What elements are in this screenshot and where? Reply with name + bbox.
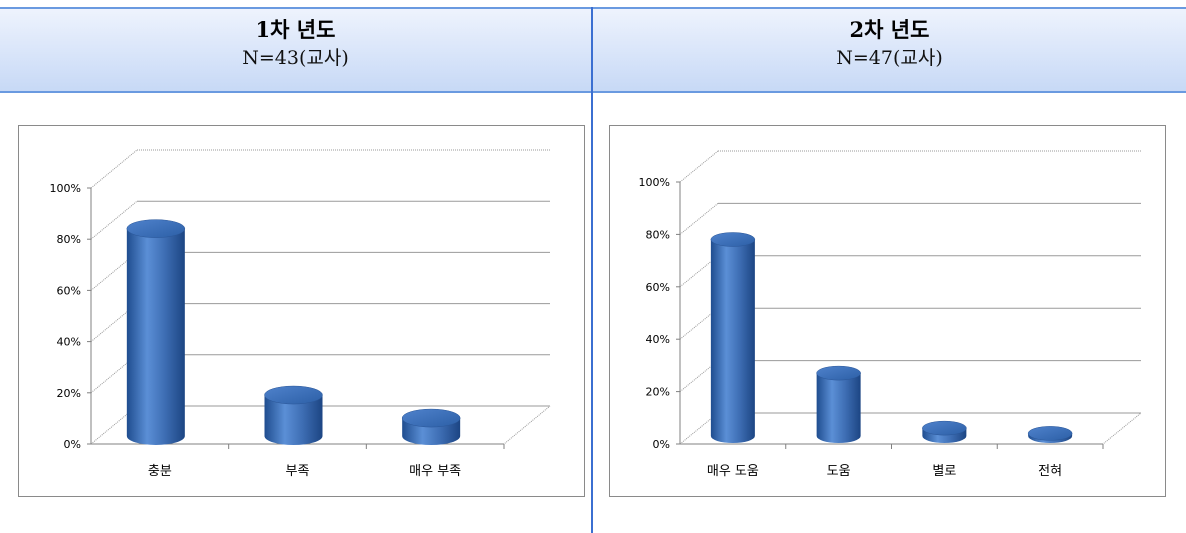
y-tick-label: 20% xyxy=(646,386,670,399)
y-tick-label: 40% xyxy=(646,333,670,346)
chart-year2: 0% 20% 40% 60% 80% 100% 매우 도움 도움 별로 전혀 xyxy=(609,125,1166,497)
y-tick-label: 40% xyxy=(57,336,81,349)
bar xyxy=(816,365,861,444)
bar xyxy=(401,408,461,446)
header-cell-year1: 1차 년도 N=43(교사) xyxy=(0,9,591,91)
chart-year2-svg: 0% 20% 40% 60% 80% 100% 매우 도움 도움 별로 전혀 xyxy=(639,150,1142,479)
chart-year1-svg: 0% 20% 40% 60% 80% 100% 충분 부족 매우 부족 xyxy=(50,149,551,479)
bar xyxy=(264,385,323,446)
y-tick-label: 80% xyxy=(646,228,670,241)
y-tick-label: 0% xyxy=(653,438,670,451)
x-tick-label: 충분 xyxy=(148,464,172,479)
table-top-border xyxy=(0,7,1186,9)
header-bottom-border xyxy=(0,91,1186,93)
x-tick-label: 매우 도움 xyxy=(707,464,759,479)
x-tick-label: 전혀 xyxy=(1038,464,1062,479)
bar xyxy=(922,420,967,444)
header-cell-year2: 2차 년도 N=47(교사) xyxy=(593,9,1186,91)
y-tick-label: 60% xyxy=(646,281,670,294)
x-tick-label: 도움 xyxy=(827,464,851,479)
y-tick-label: 80% xyxy=(57,233,81,246)
y-tick-label: 100% xyxy=(50,182,81,195)
header-subtitle: N=47(교사) xyxy=(836,47,943,69)
gridline-depth xyxy=(679,203,719,235)
gridline-depth xyxy=(679,150,719,183)
x-tick-label: 매우 부족 xyxy=(409,464,461,479)
y-tick-label: 100% xyxy=(639,176,670,189)
column-divider xyxy=(591,7,593,533)
header-title: 2차 년도 xyxy=(849,17,930,42)
y-tick-label: 0% xyxy=(64,438,81,451)
y-tick-label: 20% xyxy=(57,387,81,400)
bar xyxy=(1027,426,1073,444)
gridlines xyxy=(676,150,1142,445)
header-title: 1차 년도 xyxy=(255,17,336,42)
header-subtitle: N=43(교사) xyxy=(242,47,349,69)
bar xyxy=(126,219,186,445)
x-tick-label: 별로 xyxy=(932,464,956,479)
bar xyxy=(710,232,756,444)
gridline-depth xyxy=(90,149,138,189)
x-tick-label: 부족 xyxy=(286,464,310,479)
chart-year1: 0% 20% 40% 60% 80% 100% 충분 부족 매우 부족 xyxy=(18,125,585,497)
y-tick-label: 60% xyxy=(57,284,81,297)
